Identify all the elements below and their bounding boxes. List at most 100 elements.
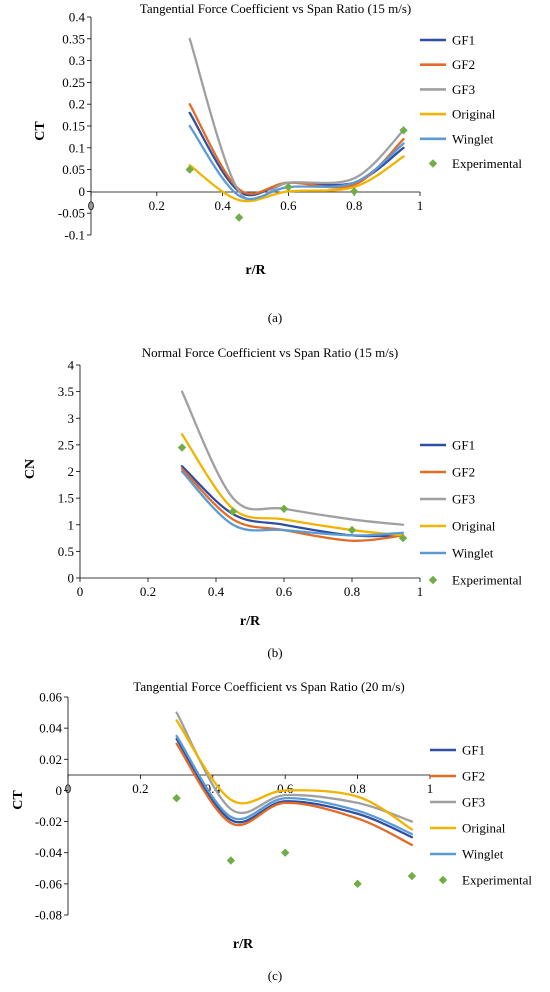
panel-label: (a) [268, 310, 282, 325]
y-tick-label: 0 [56, 783, 63, 798]
legend-label: Original [452, 107, 496, 122]
experimental-point [281, 848, 290, 857]
y-tick-label: 0.06 [39, 690, 62, 705]
y-tick-label: 3.5 [58, 384, 74, 399]
experimental-point [228, 507, 238, 516]
y-tick-label: 0.4 [69, 10, 86, 25]
legend-label: Experimental [452, 573, 522, 588]
y-tick-label: 0 [79, 184, 86, 199]
x-tick-label: 0.4 [214, 198, 231, 213]
y-tick-label: 0.3 [69, 53, 85, 68]
legend-label: GF1 [452, 438, 475, 453]
x-tick-label: 0.6 [280, 198, 297, 213]
chart-3: Tangential Force Coefficient vs Span Rat… [11, 679, 532, 983]
chart-2: Normal Force Coefficient vs Span Ratio (… [23, 345, 522, 660]
series-line-original [175, 719, 414, 831]
legend: GF1 GF2 GF3 Original Winglet Experimental [420, 438, 522, 588]
legend: GF1 GF2 GF3 Original Winglet Experimental [420, 33, 522, 171]
experimental-point [234, 213, 244, 222]
experimental-point [226, 856, 236, 865]
experimental-point [185, 165, 194, 174]
y-tick-label: 3 [68, 411, 75, 426]
experimental-point [407, 871, 417, 881]
legend-label: GF2 [452, 57, 475, 72]
experimental-point [172, 794, 181, 803]
experimental-point [177, 443, 187, 452]
x-axis-label: r/R [245, 263, 266, 278]
y-tick-label: 0.25 [62, 75, 85, 90]
x-tick-label: 0 [77, 584, 84, 599]
x-tick-label: 0.2 [140, 584, 156, 599]
series-line-winglet [175, 734, 414, 836]
y-tick-label: 0.5 [58, 544, 74, 559]
legend-label: GF2 [452, 465, 475, 480]
y-axis-label: CT [33, 121, 48, 141]
experimental-point [284, 182, 293, 192]
legend-swatch [428, 159, 438, 168]
chart-title: Normal Force Coefficient vs Span Ratio (… [142, 345, 398, 360]
x-tick-label: 0.4 [208, 584, 225, 599]
legend-label: GF3 [452, 82, 475, 97]
series-line-gf3 [175, 711, 414, 823]
legend-label: GF3 [452, 492, 475, 507]
y-tick-label: 4 [68, 358, 75, 373]
series-line-winglet [188, 124, 405, 201]
chart-title: Tangential Force Coefficient vs Span Rat… [133, 679, 404, 694]
series-line-gf1 [175, 737, 414, 839]
y-tick-label: 0.35 [62, 31, 85, 46]
series-line-original [180, 433, 405, 537]
y-tick-label: -0.08 [35, 908, 62, 923]
y-tick-label: 0 [68, 571, 75, 586]
legend-label: GF2 [462, 769, 485, 784]
x-tick-label: 0 [65, 781, 72, 796]
y-tick-label: 0.1 [69, 140, 85, 155]
y-tick-label: 0.04 [39, 721, 62, 736]
experimental-point [398, 533, 408, 543]
series-line-original [188, 155, 405, 203]
chart-1: Tangential Force Coefficient vs Span Rat… [33, 1, 522, 325]
y-tick-label: 0.05 [62, 162, 85, 177]
legend: GF1 GF2 GF3 Original Winglet Experimental [430, 743, 532, 888]
panel-label: (b) [267, 645, 282, 660]
y-tick-label: 2 [68, 464, 75, 479]
series-line-winglet [180, 470, 405, 537]
legend-label: GF1 [462, 743, 485, 758]
y-axis-label: CT [11, 790, 26, 810]
experimental-point [279, 504, 289, 513]
panel-label: (c) [268, 968, 282, 983]
legend-label: GF1 [452, 33, 475, 48]
y-tick-label: -0.05 [58, 206, 85, 221]
y-axis-label: CN [23, 459, 38, 479]
legend-label: Experimental [462, 873, 532, 888]
y-tick-label: 0.02 [39, 752, 62, 767]
experimental-point [347, 525, 357, 535]
y-tick-label: 2.5 [58, 437, 74, 452]
x-tick-label: 1 [427, 781, 434, 796]
y-tick-label: -0.02 [35, 814, 62, 829]
x-tick-label: 0.2 [132, 781, 148, 796]
x-axis-label: r/R [240, 614, 261, 629]
series-line-gf1 [180, 465, 405, 538]
chart-title: Tangential Force Coefficient vs Span Rat… [140, 1, 411, 16]
y-tick-label: -0.04 [35, 845, 63, 860]
x-axis-label: r/R [233, 937, 254, 952]
y-tick-label: 0.2 [69, 97, 85, 112]
experimental-point [353, 879, 362, 889]
legend-label: Experimental [452, 156, 522, 171]
series-line-gf3 [188, 37, 405, 202]
experimental-point [350, 187, 359, 196]
legend-swatch [438, 875, 448, 885]
x-tick-label: 0 [88, 198, 95, 213]
x-tick-label: 0.8 [349, 781, 365, 796]
x-tick-label: 0.8 [346, 198, 362, 213]
x-tick-label: 1 [417, 198, 424, 213]
x-tick-label: 0.2 [149, 198, 165, 213]
legend-label: Original [452, 519, 496, 534]
experimental-point [399, 126, 408, 135]
y-tick-label: -0.06 [35, 876, 63, 891]
legend-label: Winglet [452, 131, 494, 146]
x-tick-label: 1 [417, 584, 424, 599]
x-tick-label: 0.6 [276, 584, 293, 599]
y-tick-label: -0.1 [64, 228, 85, 243]
